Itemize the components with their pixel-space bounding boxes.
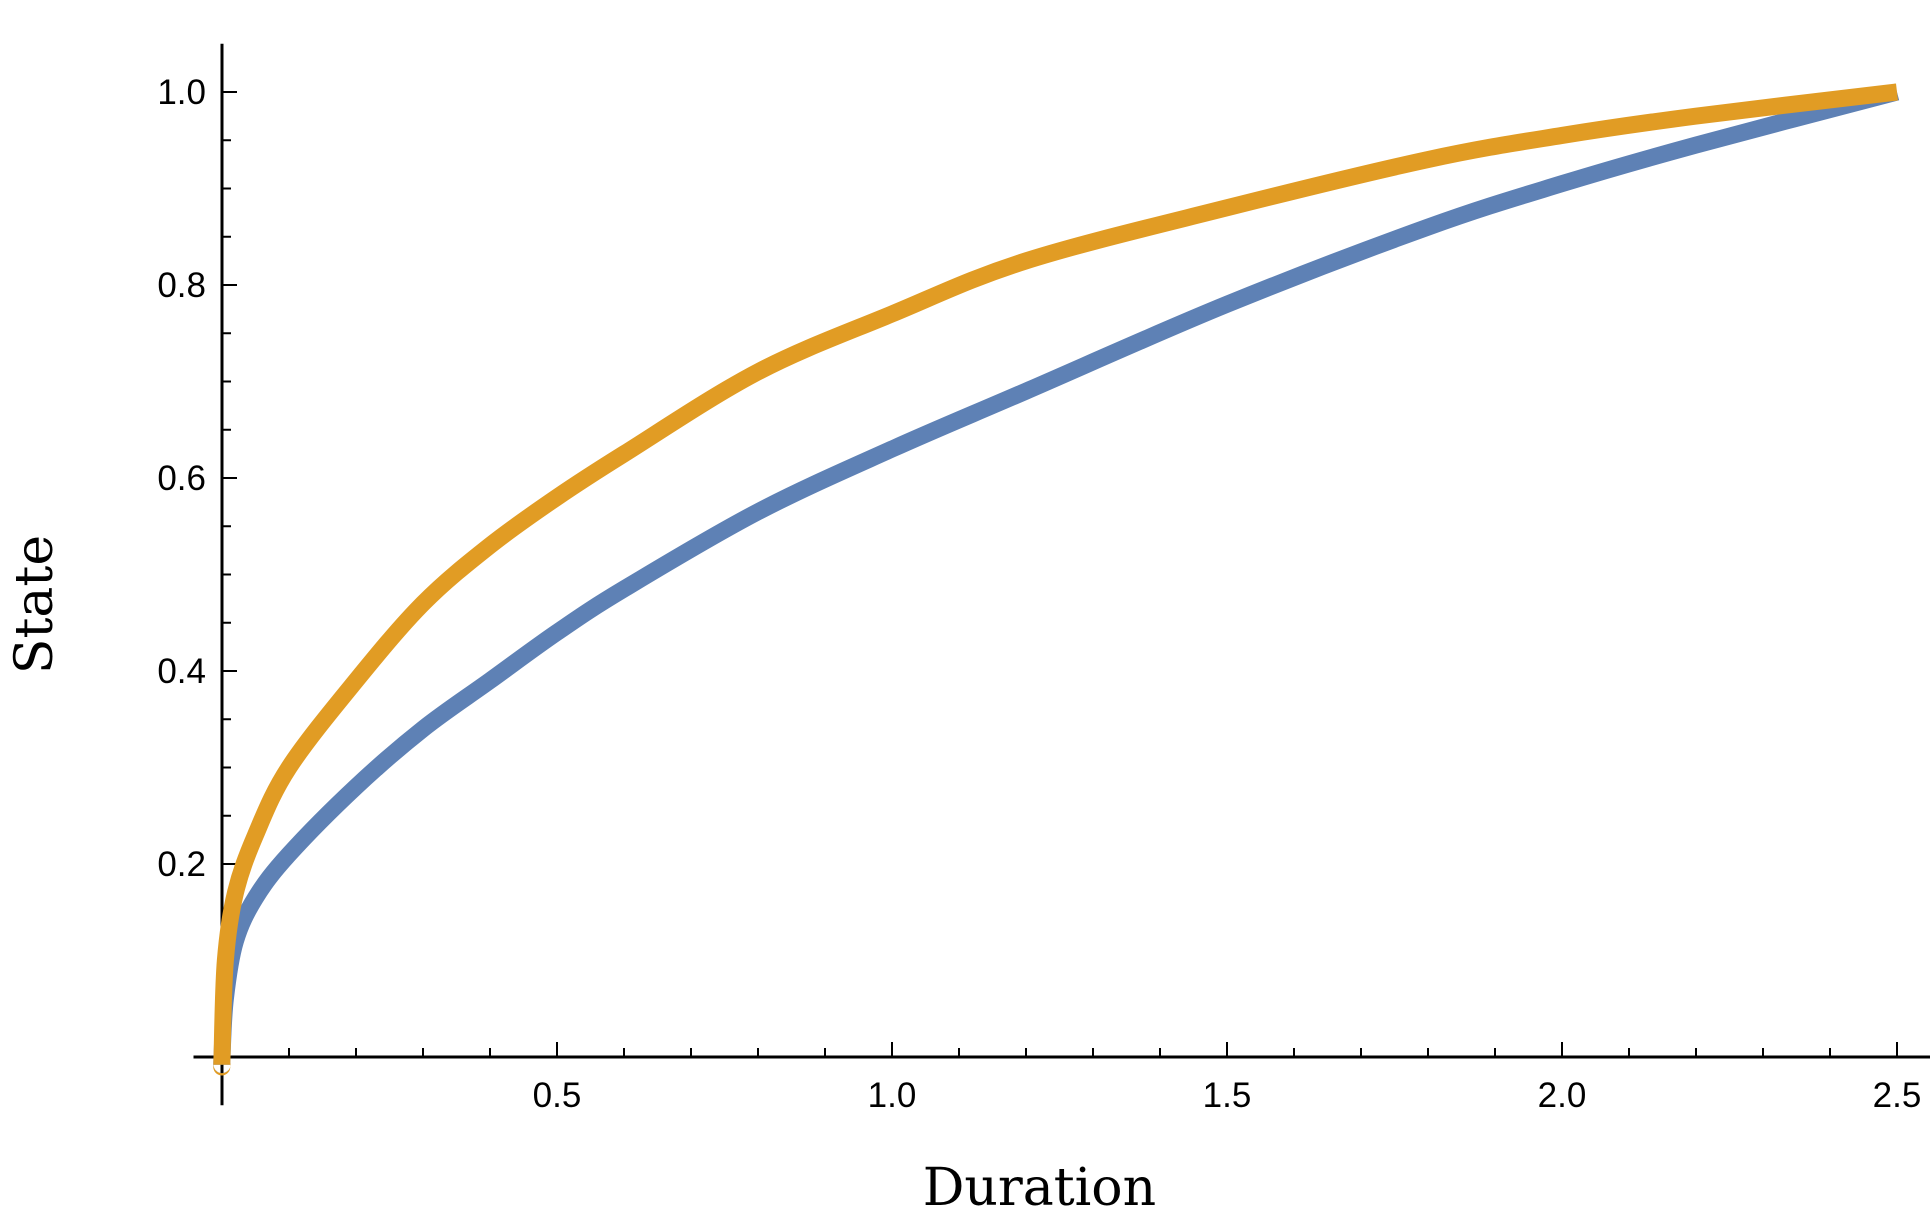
y-ticks: 0.2 0.4 0.6 0.8 1.0: [157, 73, 237, 1010]
series-layer: [213, 83, 1900, 1076]
x-ticks: 0.5 1.0 1.5 2.0 2.5: [288, 1042, 1922, 1115]
series-line-1: [213, 83, 1900, 1074]
x-tick-label: 1.5: [1203, 1076, 1252, 1115]
y-tick-label: 0.6: [157, 459, 206, 498]
x-tick-label: 1.0: [868, 1076, 917, 1115]
y-tick-label: 1.0: [157, 73, 206, 112]
series-line-2: [213, 83, 1899, 1076]
y-axis-title: State: [5, 535, 65, 674]
y-tick-label: 0.4: [157, 652, 206, 691]
y-tick-label: 0.8: [157, 266, 206, 305]
x-tick-label: 2.0: [1538, 1076, 1587, 1115]
axes: 0.5 1.0 1.5 2.0 2.5 0.2 0.4 0.6 0.8 1.0: [157, 43, 1930, 1115]
y-tick-label: 0.2: [157, 845, 206, 884]
x-axis-title: Duration: [923, 1158, 1156, 1218]
x-tick-label: 0.5: [533, 1076, 582, 1115]
x-tick-label: 2.5: [1873, 1076, 1922, 1115]
